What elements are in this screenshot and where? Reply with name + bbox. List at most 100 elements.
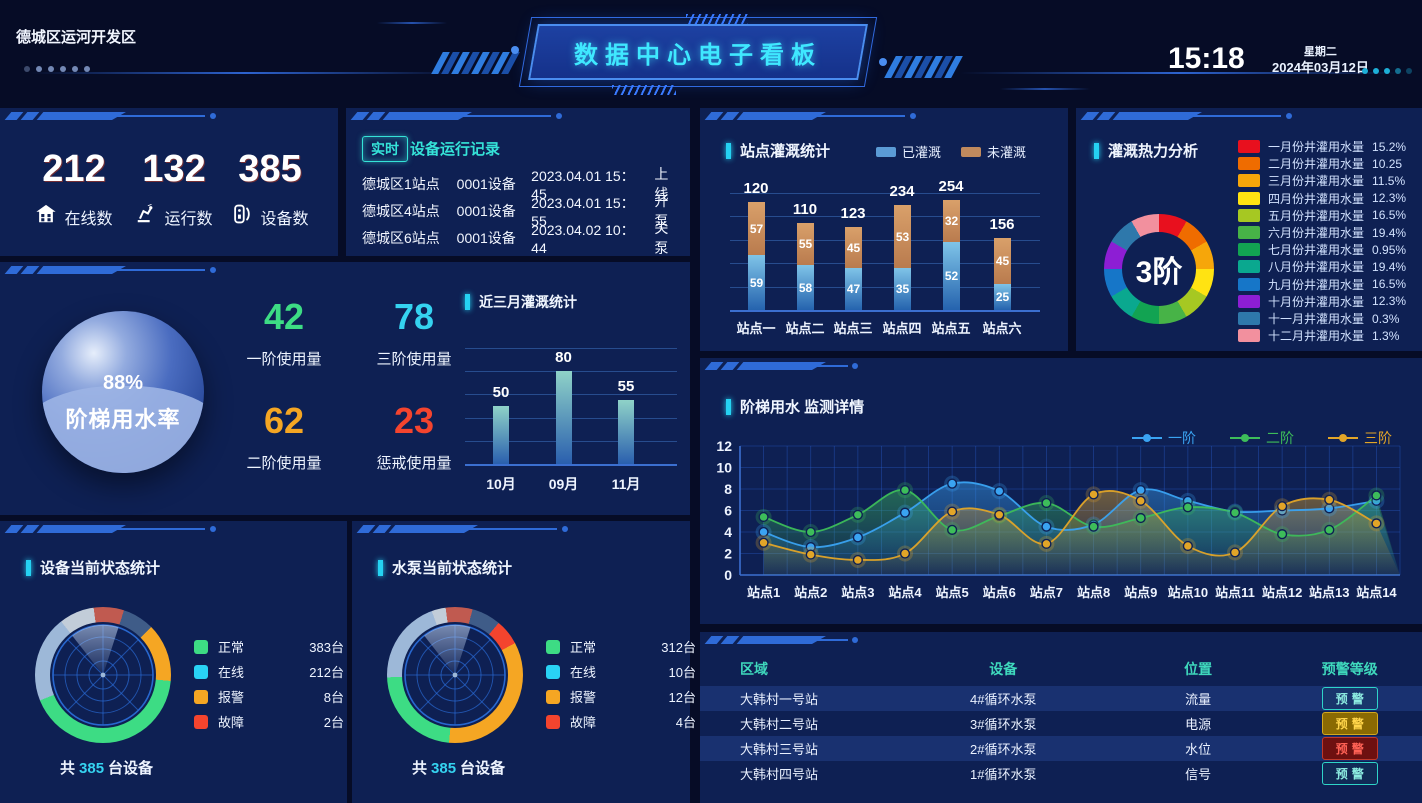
heat-legend-item[interactable]: 八月份井灌用水量 19.4% <box>1238 258 1406 275</box>
log-panel-title: 设备运行记录 <box>410 141 501 158</box>
legend-count: 12台 <box>668 690 696 705</box>
status-legend-item[interactable]: 故障 2台 <box>194 712 344 731</box>
header-dots-right <box>1362 68 1412 74</box>
log-rows: 德城区1站点 0001设备 2023.04.01 15：45 上线 德城区4站点 0001… <box>362 166 680 256</box>
x-axis <box>730 310 1040 312</box>
water-rate-gauge: 88% 阶梯用水率 <box>42 311 204 473</box>
heat-legend-item[interactable]: 七月份井灌用水量 0.95% <box>1238 241 1406 258</box>
table-header-row: 区域 设备 位置 预警等级 <box>700 652 1422 686</box>
hazard-stripes-left <box>431 52 520 74</box>
column-header: 预警等级 <box>1321 661 1378 677</box>
legend-count: 383台 <box>309 640 344 655</box>
legend-swatch <box>1238 191 1260 205</box>
cell-position: 水位 <box>1185 742 1212 757</box>
heat-legend-item[interactable]: 十二月井灌用水量 1.3% <box>1238 327 1399 344</box>
svg-text:站点14: 站点14 <box>1356 585 1397 600</box>
legend-label: 在线 <box>218 665 245 680</box>
status-legend-item[interactable]: 故障 4台 <box>546 712 696 731</box>
status-legend-item[interactable]: 在线 10台 <box>546 662 696 681</box>
svg-text:站点5: 站点5 <box>936 585 969 600</box>
page-title: 数据中心电子看板 <box>574 41 822 69</box>
heat-legend-item[interactable]: 五月份井灌用水量 16.5% <box>1238 207 1406 224</box>
status-legend-item[interactable]: 报警 12台 <box>546 687 696 706</box>
legend-value: 0.3% <box>1372 311 1400 326</box>
legend-item[interactable]: 三阶 <box>1328 428 1392 448</box>
legend-item[interactable]: 二阶 <box>1230 428 1294 448</box>
cell-position: 电源 <box>1185 717 1212 732</box>
table-row: 大韩村一号站 4#循环水泵 流量 预警 <box>700 686 1422 711</box>
heat-legend-item[interactable]: 二月份井灌用水量 10.25 <box>1238 155 1402 172</box>
device-total: 共 385 台设备 <box>60 760 154 777</box>
usage-metric: 78 三阶使用量 <box>359 296 469 369</box>
heat-legend-item[interactable]: 三月份井灌用水量 11.5% <box>1238 172 1405 189</box>
station-irrigation-title: 站点灌溉统计 <box>726 140 830 161</box>
status-legend-item[interactable]: 正常 312台 <box>546 637 696 656</box>
legend-item[interactable]: 未灌溉 <box>961 142 1026 161</box>
status-legend-item[interactable]: 报警 8台 <box>194 687 344 706</box>
legend-item[interactable]: 已灌溉 <box>876 142 941 161</box>
legend-swatch <box>1238 260 1260 274</box>
title-banner: 数据中心电子看板 <box>511 17 887 87</box>
heat-legend-item[interactable]: 九月份井灌用水量 16.5% <box>1238 276 1406 293</box>
legend-label: 未灌溉 <box>987 145 1027 160</box>
device-status-title: 设备当前状态统计 <box>26 557 160 578</box>
legend-value: 19.4% <box>1372 259 1407 274</box>
log-row: 德城区1站点 0001设备 2023.04.01 15：45 上线 <box>362 166 680 202</box>
stacked-legend: 已灌溉 未灌溉 <box>876 142 1026 161</box>
panel-deco <box>352 525 690 535</box>
cell-device: 3#循环水泵 <box>970 717 1037 732</box>
svg-text:站点2: 站点2 <box>794 585 827 600</box>
segment-irrigated: 47 <box>845 268 862 310</box>
svg-text:4: 4 <box>724 524 732 540</box>
stacked-bar: 45 47 <box>845 227 862 310</box>
gridline <box>730 286 1040 288</box>
stat-item: 132 运行数 <box>122 148 226 230</box>
log-device: 0001设备 <box>456 202 516 219</box>
stat-item: 385 设备数 <box>218 148 322 230</box>
bar-total-label: 123 <box>840 205 866 222</box>
legend-label: 五月份井灌用水量 <box>1268 208 1365 223</box>
bar <box>555 371 572 464</box>
heat-legend-item[interactable]: 一月份井灌用水量 15.2% <box>1238 138 1406 155</box>
usage-metrics: 42 一阶使用量 78 三阶使用量 62 二阶使用量 23 惩戒使用量 <box>225 296 475 486</box>
recent-months-title: 近三月灌溉统计 <box>465 292 577 312</box>
legend-label: 已灌溉 <box>902 145 942 160</box>
heat-legend-item[interactable]: 四月份井灌用水量 12.3% <box>1238 190 1406 207</box>
svg-text:站点7: 站点7 <box>1030 585 1063 600</box>
pump-status-title: 水泵当前状态统计 <box>378 557 512 578</box>
region-label: 德城区运河开发区 <box>16 29 137 46</box>
date-label: 2024年03月12日 <box>1272 59 1369 75</box>
status-legend-item[interactable]: 正常 383台 <box>194 637 344 656</box>
legend-swatch <box>961 146 982 157</box>
x-tick-label: 站点六 <box>982 321 1022 336</box>
log-time: 2023.04.02 10：44 <box>531 221 635 256</box>
segment-unirrigated: 45 <box>845 227 862 268</box>
log-time: 2023.04.01 15：45 <box>531 167 635 202</box>
header: 德城区运河开发区 数据中心电子看板 15:18 星期二 2024年03月12日 <box>0 0 1422 100</box>
legend-swatch <box>1238 329 1260 343</box>
gridline <box>730 193 1040 194</box>
legend-label: 六月份井灌用水量 <box>1268 226 1365 240</box>
segment-unirrigated: 57 <box>748 202 765 255</box>
legend-count: 4台 <box>675 715 696 730</box>
heat-legend-item[interactable]: 十月份井灌用水量 12.3% <box>1238 293 1406 310</box>
legend-swatch <box>876 146 896 157</box>
legend-swatch <box>1238 226 1260 239</box>
legend-count: 2台 <box>323 715 344 730</box>
line-chart: 0 2 4 6 8 10 12 站点1 站点2 站点3 站点4 站点5 站点6 站点7 站点8 站点9 站点10… <box>716 438 1401 600</box>
realtime-badge[interactable]: 实时 <box>362 136 408 162</box>
legend-label: 三阶 <box>1364 430 1392 446</box>
segment-unirrigated: 55 <box>797 223 814 265</box>
status-legend-item[interactable]: 在线 212台 <box>194 662 344 681</box>
banner-pin-left <box>511 46 519 54</box>
heat-legend-item[interactable]: 十一月井灌用水量 0.3% <box>1238 310 1399 327</box>
cell-position: 流量 <box>1185 692 1212 707</box>
stacked-bar: 45 25 <box>994 238 1011 310</box>
legend-label: 二月份井灌用水量 <box>1268 157 1365 172</box>
metric-value: 42 <box>263 296 305 337</box>
legend-item[interactable]: 一阶 <box>1132 428 1196 448</box>
heat-legend-item[interactable]: 六月份井灌用水量 19.4% <box>1238 224 1406 241</box>
column-header: 设备 <box>989 661 1018 677</box>
svg-text:2: 2 <box>724 546 732 562</box>
metric-label: 三阶使用量 <box>376 351 452 368</box>
